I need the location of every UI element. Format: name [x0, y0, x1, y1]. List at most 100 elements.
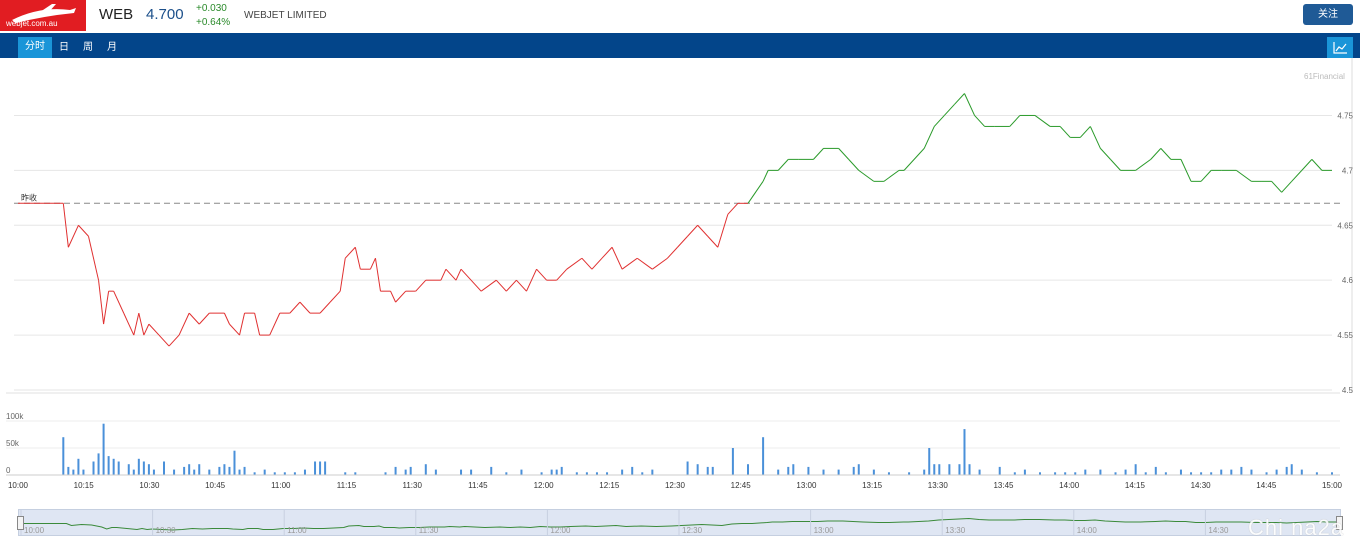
- volume-bar: [585, 472, 588, 475]
- time-tick-label: 11:00: [271, 481, 291, 490]
- volume-bar: [188, 464, 191, 475]
- volume-bar: [505, 472, 508, 475]
- follow-button[interactable]: 关注: [1303, 4, 1353, 25]
- time-axis: 10:00 10:15 10:30 10:45 11:00 11:15 11:30 11:45…: [6, 474, 1343, 490]
- volume-bar: [97, 453, 100, 475]
- volume-bar: [1124, 469, 1127, 475]
- range-navigator[interactable]: 10:00 10:30 11:00 11:30 12:00 12:30 13:00 13:30…: [18, 509, 1341, 536]
- price-segment: [923, 126, 935, 149]
- price-segment: [677, 235, 688, 248]
- volume-bar: [928, 448, 931, 475]
- tab-day[interactable]: 日: [59, 42, 69, 53]
- price-line: [18, 93, 1332, 347]
- price-segment: [1301, 159, 1313, 171]
- price-segment: [188, 312, 200, 325]
- volume-bar: [1290, 464, 1293, 475]
- price-segment: [390, 290, 397, 303]
- chart-toggle-button[interactable]: [1327, 37, 1353, 58]
- navigator-tick-label: 12:00: [550, 526, 571, 535]
- volume-bar: [283, 472, 286, 475]
- price-segment: [621, 257, 638, 270]
- price-segment: [707, 235, 719, 248]
- volume-bar: [198, 464, 201, 475]
- price-segment: [470, 279, 482, 292]
- volume-bar: [72, 469, 75, 475]
- volume-bars: [62, 423, 1333, 475]
- price-segment: [883, 169, 900, 182]
- overlay-watermark: Chi na2a: [1248, 515, 1345, 540]
- price-segment: [566, 257, 583, 270]
- price-segment: [198, 312, 210, 325]
- price-segment: [1034, 115, 1051, 127]
- navigator-left-handle[interactable]: [17, 516, 24, 530]
- volume-bar: [117, 461, 120, 475]
- price-tick-label: 4.65: [1337, 221, 1353, 230]
- time-tick-label: 11:45: [468, 481, 488, 490]
- price-segment: [581, 257, 593, 270]
- volume-bar: [520, 469, 523, 475]
- logo-text: webjet.com.au: [6, 19, 58, 28]
- price-segment: [415, 279, 427, 292]
- volume-bar: [887, 472, 890, 475]
- volume-bar: [555, 469, 558, 475]
- grid-lines: [6, 58, 1353, 394]
- price-segment: [354, 247, 361, 270]
- volume-bar: [77, 458, 80, 475]
- price-segment: [1110, 159, 1121, 171]
- price-segment: [289, 301, 301, 314]
- volume-bar: [686, 461, 689, 475]
- volume-bar: [787, 466, 790, 475]
- price-segment: [636, 257, 653, 270]
- navigator-tick-label: 13:30: [945, 526, 966, 535]
- volume-bar: [1154, 466, 1157, 475]
- price-segment: [536, 268, 547, 281]
- volume-tick-label: 100k: [6, 412, 24, 421]
- volume-bar: [560, 466, 563, 475]
- volume-bar: [1164, 472, 1167, 475]
- price-segment: [168, 334, 180, 347]
- time-tick-label: 13:45: [993, 481, 1014, 490]
- volume-bar: [1190, 472, 1193, 475]
- price-segment: [158, 334, 170, 347]
- price-segment: [1009, 115, 1021, 127]
- volume-bar: [228, 466, 231, 475]
- tab-month[interactable]: 月: [107, 42, 117, 53]
- volume-bar: [424, 464, 427, 475]
- time-tick-label: 12:15: [599, 481, 620, 490]
- navigator-right-handle[interactable]: [1336, 516, 1343, 530]
- time-tick-label: 15:00: [1322, 481, 1343, 490]
- navigator-tick-label: 13:00: [814, 526, 835, 535]
- time-tick-label: 13:30: [928, 481, 949, 490]
- tab-week[interactable]: 周: [83, 42, 93, 53]
- price-segment: [933, 115, 945, 127]
- volume-bar: [62, 437, 65, 475]
- time-tick-label: 12:45: [731, 481, 752, 490]
- price-segment: [78, 224, 89, 237]
- price-segment: [516, 279, 527, 292]
- volume-bar: [1210, 472, 1213, 475]
- volume-bar: [1179, 469, 1182, 475]
- time-tick-label: 13:00: [796, 481, 817, 490]
- volume-bar: [621, 469, 624, 475]
- price-segment: [727, 202, 739, 215]
- price-tick-label: 4.5: [1342, 386, 1354, 395]
- price-segment: [717, 214, 729, 248]
- volume-bar: [1054, 472, 1057, 475]
- volume-bar: [238, 469, 241, 475]
- webjet-logo[interactable]: webjet.com.au: [0, 0, 86, 31]
- volume-bar: [938, 464, 941, 475]
- volume-bar: [1134, 464, 1137, 475]
- volume-bar: [92, 461, 95, 475]
- volume-tick-label: 0: [6, 466, 11, 475]
- navigator-tick-label: 11:30: [419, 526, 439, 535]
- volume-bar: [1315, 472, 1318, 475]
- price-segment: [1291, 170, 1303, 182]
- tab-intraday[interactable]: 分时: [18, 37, 52, 58]
- price-segment: [1079, 126, 1091, 138]
- volume-bar: [384, 472, 387, 475]
- price-segment: [777, 159, 789, 171]
- volume-bar: [470, 469, 473, 475]
- price-segment: [148, 323, 160, 336]
- price-segment: [1135, 158, 1152, 171]
